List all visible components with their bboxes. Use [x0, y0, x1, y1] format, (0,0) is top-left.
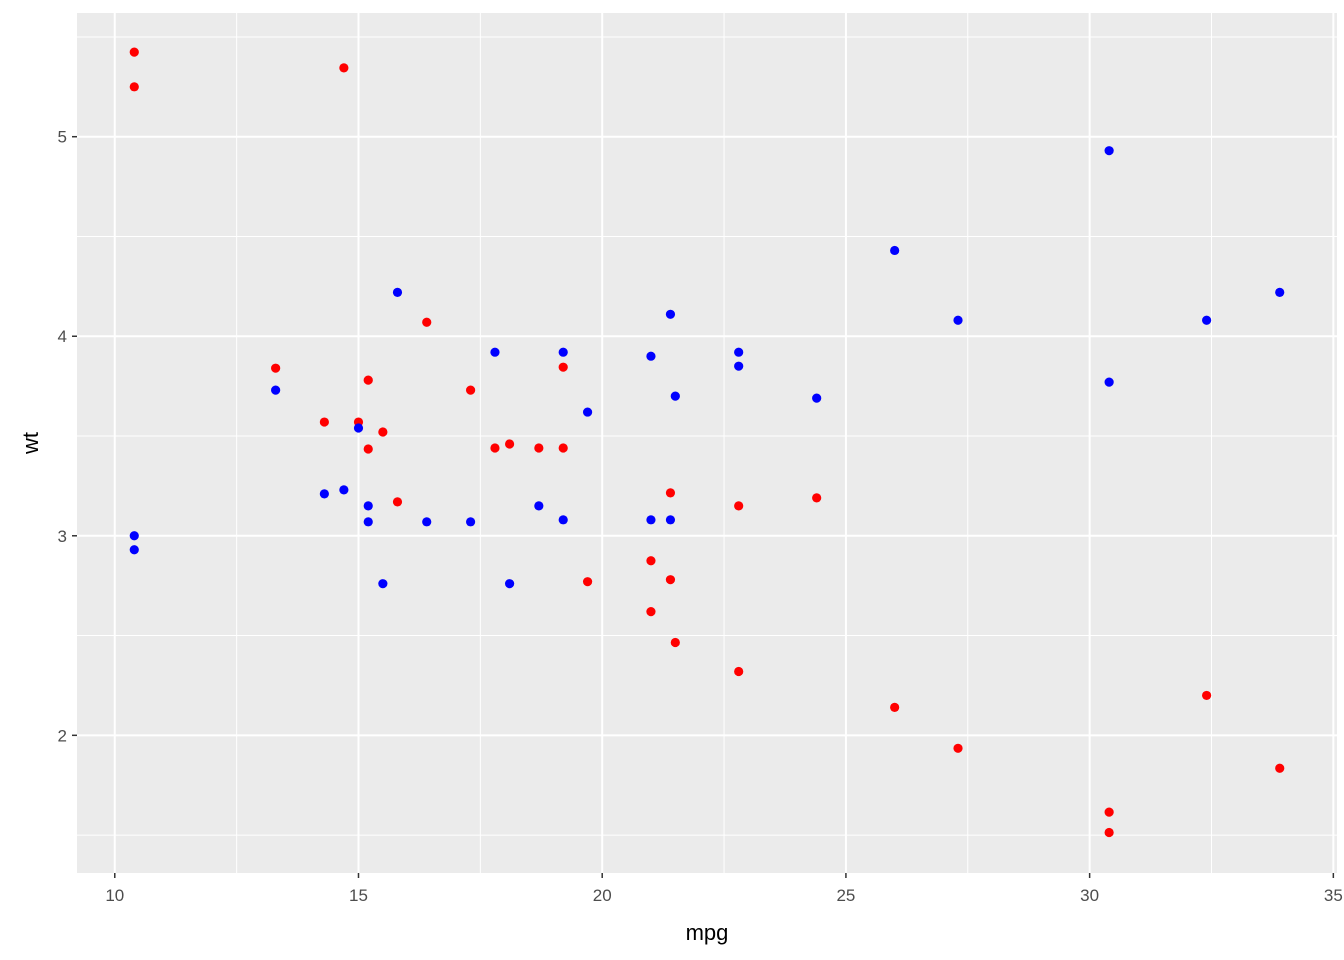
red-data-point — [1104, 827, 1114, 838]
x-tick-label: 25 — [836, 886, 855, 905]
red-data-point — [734, 501, 744, 511]
major-gridlines — [77, 13, 1337, 873]
red-data-point — [812, 493, 822, 503]
blue-data-point — [1202, 315, 1212, 325]
red-data-point — [734, 666, 744, 677]
blue-data-point — [363, 517, 373, 527]
x-tick-label: 20 — [593, 886, 612, 905]
y-axis-title: wt — [18, 432, 43, 455]
axis-ticks — [72, 135, 1335, 878]
red-data-point — [392, 497, 403, 507]
blue-data-point — [129, 531, 139, 541]
blue-data-point — [465, 517, 476, 527]
blue-data-point — [339, 485, 349, 495]
red-data-point — [339, 63, 349, 73]
red-data-point — [363, 375, 373, 385]
blue-data-point — [558, 515, 568, 525]
x-tick-label: 30 — [1080, 886, 1099, 905]
tick-labels: 10 15 20 25 30 35 2 3 4 5 — [58, 128, 1343, 905]
red-data-point — [465, 385, 476, 395]
blue-data-point — [953, 315, 963, 325]
data-points — [129, 47, 1285, 838]
blue-data-point — [271, 385, 281, 395]
red-data-point — [558, 443, 568, 453]
red-data-point — [319, 417, 329, 427]
red-data-point — [670, 637, 680, 648]
x-tick-label: 10 — [105, 886, 124, 905]
y-tick-label: 4 — [58, 327, 67, 346]
red-data-point — [129, 47, 139, 57]
red-data-point — [1275, 763, 1285, 773]
blue-data-point — [890, 245, 900, 256]
blue-data-point — [378, 579, 388, 589]
x-axis-title: mpg — [686, 920, 729, 945]
red-data-point — [534, 443, 544, 453]
x-tick-label: 15 — [349, 886, 368, 905]
red-data-point — [378, 427, 388, 437]
blue-data-point — [734, 347, 744, 357]
blue-data-point — [1275, 287, 1285, 297]
blue-data-point — [646, 351, 656, 361]
blue-data-point — [1104, 146, 1114, 156]
blue-data-point — [734, 361, 744, 371]
red-data-point — [271, 363, 281, 373]
red-data-point — [646, 556, 656, 566]
blue-data-point — [422, 517, 432, 527]
red-data-point — [558, 362, 568, 372]
blue-data-point — [490, 347, 500, 357]
red-data-point — [490, 443, 500, 453]
blue-data-point — [534, 501, 544, 511]
blue-data-point — [504, 579, 515, 589]
blue-data-point — [392, 287, 403, 297]
red-data-point — [422, 317, 432, 327]
red-data-point — [504, 439, 515, 449]
red-data-point — [890, 702, 900, 712]
blue-data-point — [665, 309, 676, 319]
red-data-point — [665, 575, 676, 585]
y-tick-label: 3 — [58, 527, 67, 546]
blue-data-point — [558, 347, 568, 357]
minor-gridlines — [77, 13, 1337, 873]
blue-data-point — [670, 391, 680, 401]
red-data-point — [129, 82, 139, 92]
y-tick-label: 2 — [58, 726, 67, 745]
red-data-point — [646, 607, 656, 617]
red-data-point — [1104, 807, 1114, 817]
blue-data-point — [582, 407, 593, 417]
red-data-point — [582, 577, 593, 587]
blue-data-point — [665, 515, 676, 525]
red-data-point — [665, 488, 676, 498]
red-data-point — [1202, 690, 1212, 701]
x-tick-label: 35 — [1324, 886, 1343, 905]
blue-data-point — [812, 393, 822, 403]
blue-data-point — [353, 423, 364, 433]
y-tick-label: 5 — [58, 128, 67, 147]
blue-data-point — [129, 545, 139, 555]
plot-panel — [77, 13, 1337, 873]
red-data-point — [363, 444, 373, 454]
blue-data-point — [319, 489, 329, 499]
blue-data-point — [363, 501, 373, 511]
blue-data-point — [646, 515, 656, 525]
blue-data-point — [1104, 377, 1114, 387]
red-data-point — [953, 743, 963, 753]
